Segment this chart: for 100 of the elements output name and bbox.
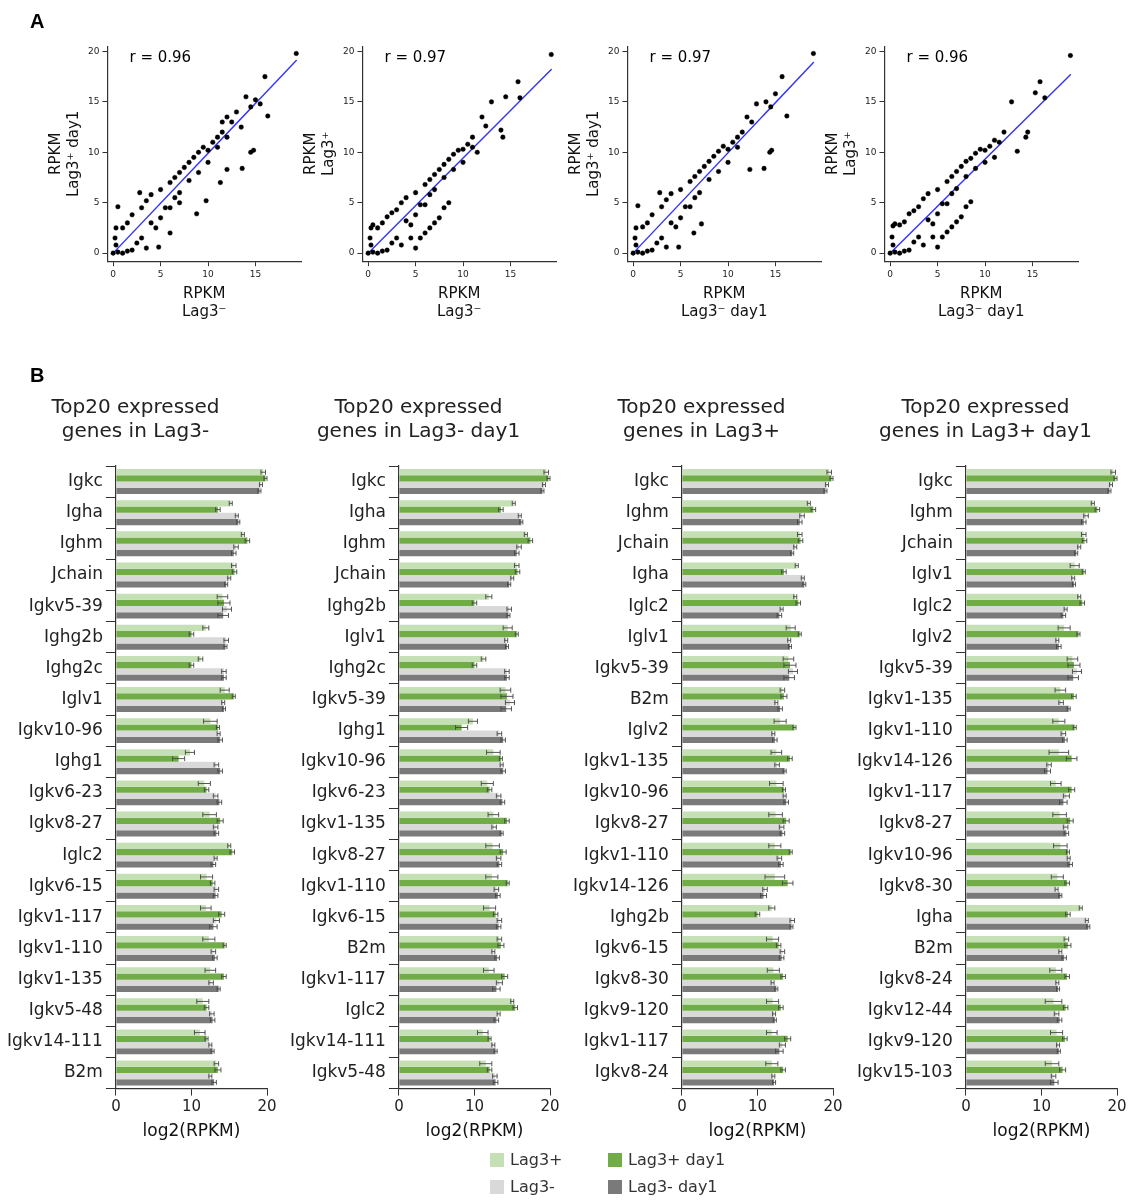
y-tick-label: 10 <box>88 146 100 157</box>
y-tick-label: Igkc <box>67 469 103 490</box>
x-axis-title: log2(RPKM) <box>708 1120 807 1141</box>
y-tick-label: Igha <box>631 563 669 584</box>
x-axis-title: RPKM Lag3⁻ day1 <box>938 283 1025 320</box>
x-tick-label: 0 <box>961 1097 971 1116</box>
y-tick-label: Iglc2 <box>345 999 386 1020</box>
y-tick-label: Ighg2c <box>328 656 386 677</box>
y-tick-label: Ighg1 <box>337 719 386 740</box>
chart-title: Top20 expressed genes in Lag3+ day1 <box>879 394 1092 443</box>
y-tick-label: 0 <box>348 247 355 258</box>
y-tick-label: 5 <box>870 197 877 208</box>
y-tick-label: Ighg1 <box>54 750 103 771</box>
annotation: r = 0.96 <box>906 47 969 66</box>
y-tick-label: 10 <box>343 146 355 157</box>
y-tick-label: 15 <box>608 96 620 107</box>
text: B <box>30 364 45 387</box>
y-tick-label: 10 <box>608 146 620 157</box>
y-tick-label: Ighg2b <box>43 625 103 646</box>
x-axis-title: log2(RPKM) <box>992 1120 1091 1141</box>
y-tick-label: 15 <box>865 96 877 107</box>
y-tick-label: 0 <box>613 247 620 258</box>
y-tick-label: Igkv14-111 <box>6 1030 103 1051</box>
x-tick-label: 20 <box>823 1097 843 1116</box>
y-tick-label: Igkv9-120 <box>867 1030 953 1051</box>
y-tick-label: 20 <box>88 45 100 56</box>
y-tick-label: Ighm <box>342 532 386 553</box>
y-tick-label: 15 <box>343 96 355 107</box>
y-tick-label: 5 <box>348 197 355 208</box>
x-tick-label: 5 <box>157 268 164 279</box>
y-tick-label: 15 <box>88 96 100 107</box>
y-tick-label: B2m <box>346 936 386 957</box>
y-tick-label: 5 <box>93 197 100 208</box>
x-axis-title: log2(RPKM) <box>142 1120 241 1141</box>
y-tick-label: Igkv14-126 <box>572 874 669 895</box>
y-tick-label: B2m <box>913 936 953 957</box>
x-axis-title: RPKM Lag3⁻ <box>436 283 482 320</box>
x-axis-title: RPKM Lag3⁻ <box>181 283 227 320</box>
y-tick-label: Ighg2b <box>326 594 386 615</box>
y-tick-label: 0 <box>870 247 877 258</box>
y-tick-label: Igkv8-24 <box>594 1061 669 1082</box>
y-axis-title: RPKM Lag3⁺ <box>300 131 337 177</box>
chart-title: Top20 expressed genes in Lag3- day1 <box>316 394 521 443</box>
x-tick-label: 15 <box>249 268 262 279</box>
y-tick-label: Iglc2 <box>912 594 953 615</box>
y-tick-label: Jchain <box>900 532 953 553</box>
y-tick-label: Igkv8-27 <box>28 812 103 833</box>
y-tick-label: Igkv1-135 <box>300 812 386 833</box>
y-tick-label: Iglv1 <box>627 625 669 646</box>
y-tick-label: Igkv8-30 <box>594 968 669 989</box>
legend-label: Lag3- <box>509 1177 556 1196</box>
y-tick-label: Igkv1-135 <box>17 968 103 989</box>
x-tick-label: 0 <box>394 1097 404 1116</box>
y-tick-label: Igkv10-96 <box>867 843 953 864</box>
y-tick-label: Igkv5-39 <box>28 594 103 615</box>
y-tick-label: Igkv1-117 <box>17 905 103 926</box>
y-tick-label: Igkc <box>917 469 953 490</box>
y-tick-label: 20 <box>343 45 355 56</box>
y-tick-label: Igkc <box>633 469 669 490</box>
text: A <box>30 10 45 33</box>
y-axis-title: RPKM Lag3⁺ <box>822 131 859 177</box>
x-axis-title: RPKM Lag3⁻ day1 <box>681 283 768 320</box>
x-tick-label: 10 <box>1031 1097 1052 1116</box>
y-tick-label: 20 <box>865 45 877 56</box>
y-tick-label: Igkv1-117 <box>867 781 953 802</box>
y-tick-label: Igkv10-96 <box>300 750 386 771</box>
y-tick-label: Iglc2 <box>62 843 103 864</box>
y-tick-label: 5 <box>613 197 620 208</box>
y-tick-label: Igkv8-27 <box>878 812 953 833</box>
x-tick-label: 15 <box>769 268 782 279</box>
y-tick-label: Ighg2c <box>45 656 103 677</box>
y-tick-label: Igkv1-135 <box>867 687 953 708</box>
y-tick-label: Igkv5-48 <box>28 999 103 1020</box>
x-tick-label: 5 <box>412 268 419 279</box>
y-tick-label: Igkv1-110 <box>867 719 953 740</box>
y-tick-label: Ighm <box>59 532 103 553</box>
legend-label: Lag3- day1 <box>627 1177 719 1196</box>
annotation: r = 0.97 <box>384 47 447 66</box>
x-tick-label: 10 <box>181 1097 202 1116</box>
y-tick-label: Igkv5-39 <box>311 687 386 708</box>
y-tick-label: Igkv1-135 <box>583 750 669 771</box>
x-tick-label: 15 <box>504 268 517 279</box>
x-tick-label: 0 <box>111 1097 121 1116</box>
x-tick-label: 15 <box>1026 268 1039 279</box>
legend-label: Lag3+ <box>509 1150 564 1169</box>
y-tick-label: B2m <box>63 1061 103 1082</box>
y-tick-label: Iglv2 <box>627 719 669 740</box>
y-tick-label: B2m <box>629 687 669 708</box>
y-axis-title: RPKM Lag3⁺ day1 <box>45 110 82 198</box>
y-tick-label: 20 <box>608 45 620 56</box>
y-tick-label: Jchain <box>50 563 103 584</box>
y-tick-label: Igkv14-126 <box>856 750 953 771</box>
y-tick-label: Iglv1 <box>61 687 103 708</box>
y-tick-label: Igkv5-39 <box>594 656 669 677</box>
y-tick-label: Igkv5-39 <box>878 656 953 677</box>
y-tick-label: Igha <box>65 501 103 522</box>
y-tick-label: 10 <box>865 146 877 157</box>
y-tick-label: Iglv1 <box>911 563 953 584</box>
y-tick-label: Jchain <box>333 563 386 584</box>
y-tick-label: Ighm <box>909 501 953 522</box>
